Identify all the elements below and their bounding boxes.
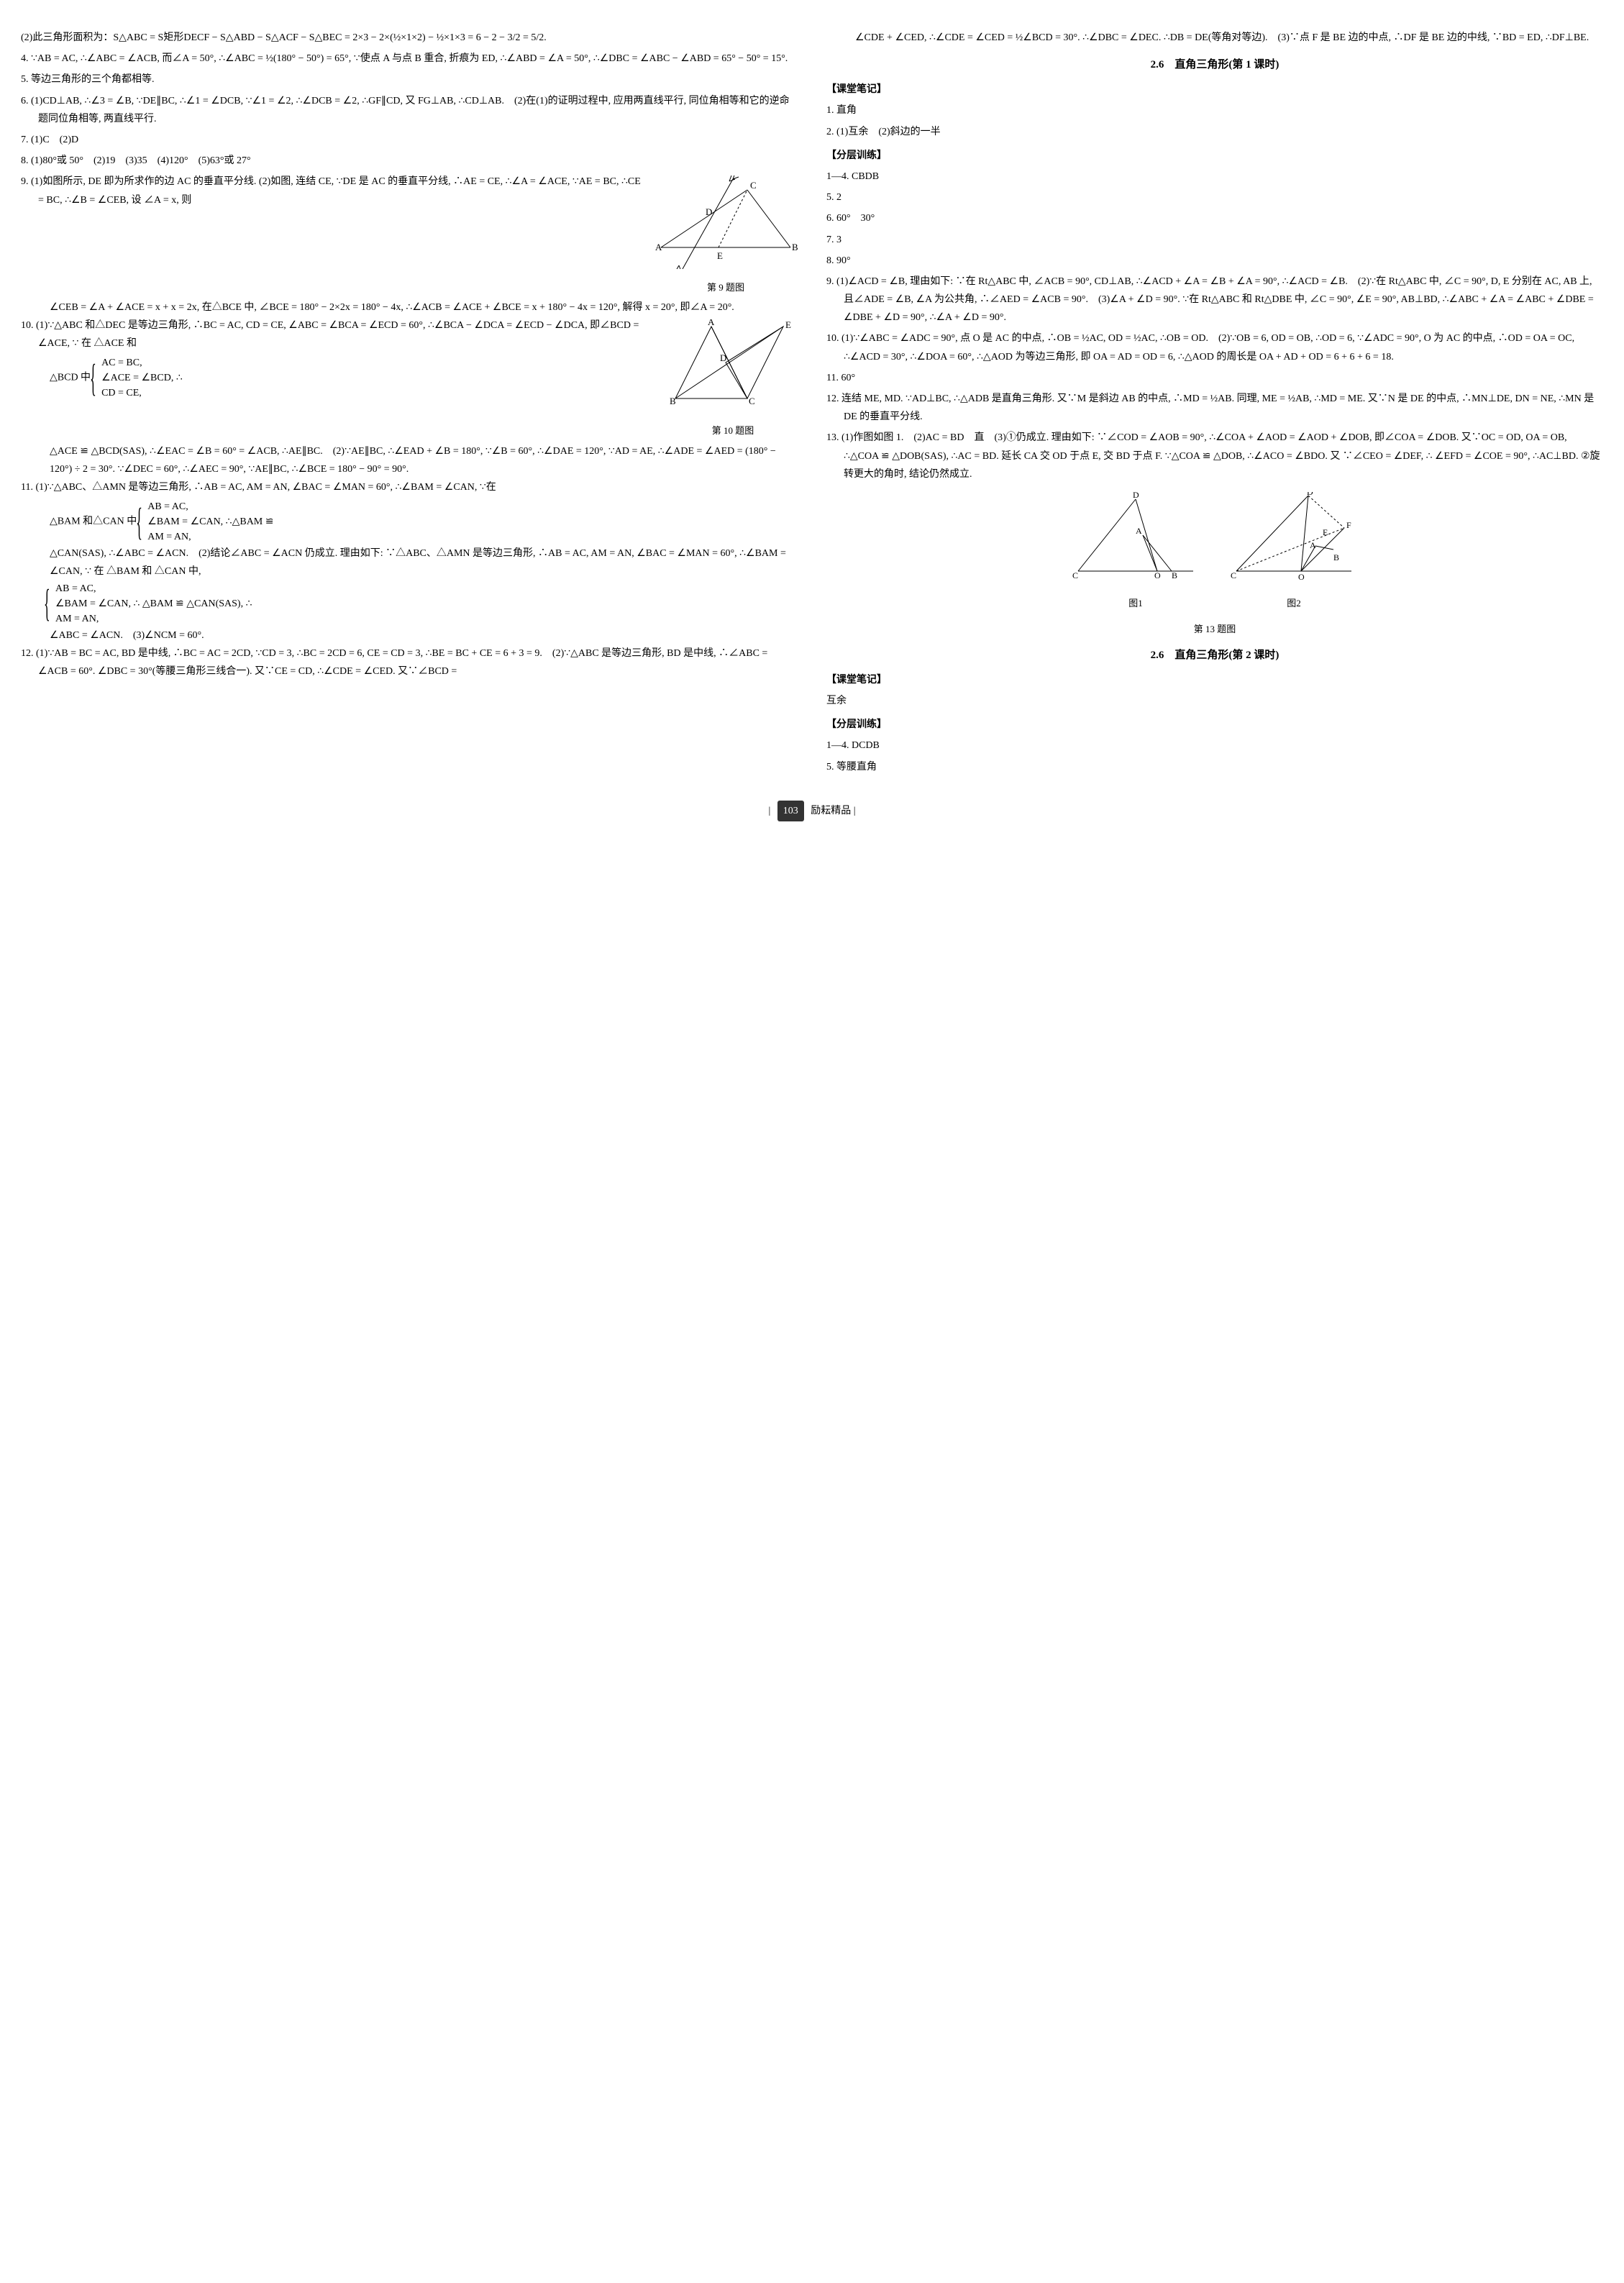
svg-text:D: D xyxy=(1307,492,1313,497)
footer-brand: 励耘精品 xyxy=(811,806,851,816)
figure-13-row: C O B D A 图1 C xyxy=(826,492,1603,612)
ans-9: 9. (1)∠ACD = ∠B, 理由如下: ∵在 Rt△ABC 中, ∠ACB… xyxy=(826,273,1603,327)
svg-text:B: B xyxy=(670,396,676,406)
svg-text:A: A xyxy=(1136,526,1142,536)
q10-body: △ACE ≌ △BCD(SAS), ∴∠EAC = ∠B = 60° = ∠AC… xyxy=(21,442,798,478)
q11-tail: ∠ABC = ∠ACN. (3)∠NCM = 60°. xyxy=(21,626,798,644)
q6: 6. (1)CD⊥AB, ∴∠3 = ∠B, ∵DE∥BC, ∴∠1 = ∠DC… xyxy=(21,92,798,128)
svg-text:E: E xyxy=(785,319,791,330)
ans-8: 8. 90° xyxy=(826,252,1603,270)
figure-10: A B C D E 第 10 题图 xyxy=(668,319,798,439)
q9-body: ∠CEB = ∠A + ∠ACE = x + x = 2x, 在△BCE 中, … xyxy=(21,299,798,316)
fig13-label1: 图1 xyxy=(1071,595,1200,611)
figure-9-caption: 第 9 题图 xyxy=(654,279,798,296)
svg-text:C: C xyxy=(749,396,755,406)
notes-header-1: 【课堂笔记】 xyxy=(826,81,1603,99)
svg-text:B: B xyxy=(1333,552,1339,562)
right-column: ∠CDE + ∠CED, ∴∠CDE = ∠CED = ½∠BCD = 30°.… xyxy=(826,29,1603,779)
svg-text:A: A xyxy=(1310,540,1316,550)
svg-text:A: A xyxy=(655,242,662,252)
svg-text:D: D xyxy=(720,352,726,363)
ans-1-4: 1—4. CBDB xyxy=(826,168,1603,186)
q8: 8. (1)80°或 50° (2)19 (3)35 (4)120° (5)63… xyxy=(21,152,798,170)
svg-text:O: O xyxy=(1154,570,1161,580)
section-2-6-1-title: 2.6 直角三角形(第 1 课时) xyxy=(826,55,1603,75)
section-2-6-2-title: 2.6 直角三角形(第 2 课时) xyxy=(826,646,1603,665)
svg-text:E: E xyxy=(717,250,723,261)
ans2-1-4: 1—4. DCDB xyxy=(826,737,1603,755)
page-footer: | 103 励耘精品 | xyxy=(14,801,1610,821)
q4: 4. ∵AB = AC, ∴∠ABC = ∠ACB, 而∠A = 50°, ∴∠… xyxy=(21,50,798,68)
fig13-label2: 图2 xyxy=(1229,595,1359,611)
ans-7: 7. 3 xyxy=(826,231,1603,249)
svg-text:F: F xyxy=(1346,520,1351,530)
svg-text:C: C xyxy=(1231,570,1236,580)
svg-text:B: B xyxy=(792,242,798,252)
ans-10: 10. (1)∵∠ABC = ∠ADC = 90°, 点 O 是 AC 的中点,… xyxy=(826,329,1603,365)
figure-9: A B C D E 第 9 题图 xyxy=(654,176,798,296)
ans-6: 6. 60° 30° xyxy=(826,209,1603,227)
figure-13-1: C O B D A xyxy=(1071,492,1200,585)
fig13-caption: 第 13 题图 xyxy=(826,621,1603,637)
svg-text:A: A xyxy=(708,319,715,327)
ans2-5: 5. 等腰直角 xyxy=(826,758,1603,776)
q11-brace: △BAM 和△CAN 中, AB = AC, ∠BAM = ∠CAN, ∴△BA… xyxy=(21,499,798,544)
q12-cont: ∠CDE + ∠CED, ∴∠CDE = ∠CED = ½∠BCD = 30°.… xyxy=(826,29,1603,47)
q7: 7. (1)C (2)D xyxy=(21,131,798,149)
figure-10-caption: 第 10 题图 xyxy=(668,422,798,439)
notes-1-2: 2. (1)互余 (2)斜边的一半 xyxy=(826,123,1603,141)
notes-header-2: 【课堂笔记】 xyxy=(826,671,1603,689)
svg-text:B: B xyxy=(1172,570,1177,580)
left-column: (2)此三角形面积为：S△ABC = S矩形DECF − S△ABD − S△A… xyxy=(21,29,798,779)
ans-12: 12. 连结 ME, MD. ∵AD⊥BC, ∴△ADB 是直角三角形. 又∵M… xyxy=(826,390,1603,426)
q11-brace2: AB = AC, ∠BAM = ∠CAN, ∴ △BAM ≌ △CAN(SAS)… xyxy=(21,581,798,626)
layers-header-1: 【分层训练】 xyxy=(826,147,1603,165)
svg-text:O: O xyxy=(1298,572,1305,582)
q3-part2: (2)此三角形面积为：S△ABC = S矩形DECF − S△ABD − S△A… xyxy=(21,29,798,47)
page-number: 103 xyxy=(777,801,804,821)
figure-13-2: C O B D A E F xyxy=(1229,492,1359,585)
ans-13: 13. (1)作图如图 1. (2)AC = BD 直 (3)①仍成立. 理由如… xyxy=(826,429,1603,483)
svg-text:C: C xyxy=(1072,570,1078,580)
svg-text:D: D xyxy=(706,206,712,217)
svg-text:D: D xyxy=(1133,492,1139,500)
ans-5: 5. 2 xyxy=(826,188,1603,206)
notes-1-1: 1. 直角 xyxy=(826,101,1603,119)
layers-header-2: 【分层训练】 xyxy=(826,716,1603,734)
notes-2-1: 互余 xyxy=(826,692,1603,710)
q5: 5. 等边三角形的三个角都相等. xyxy=(21,70,798,88)
svg-text:E: E xyxy=(1323,527,1328,537)
ans-11: 11. 60° xyxy=(826,369,1603,387)
q12-left: 12. (1)∵AB = BC = AC, BD 是中线, ∴BC = AC =… xyxy=(21,644,798,680)
svg-text:C: C xyxy=(750,180,757,191)
